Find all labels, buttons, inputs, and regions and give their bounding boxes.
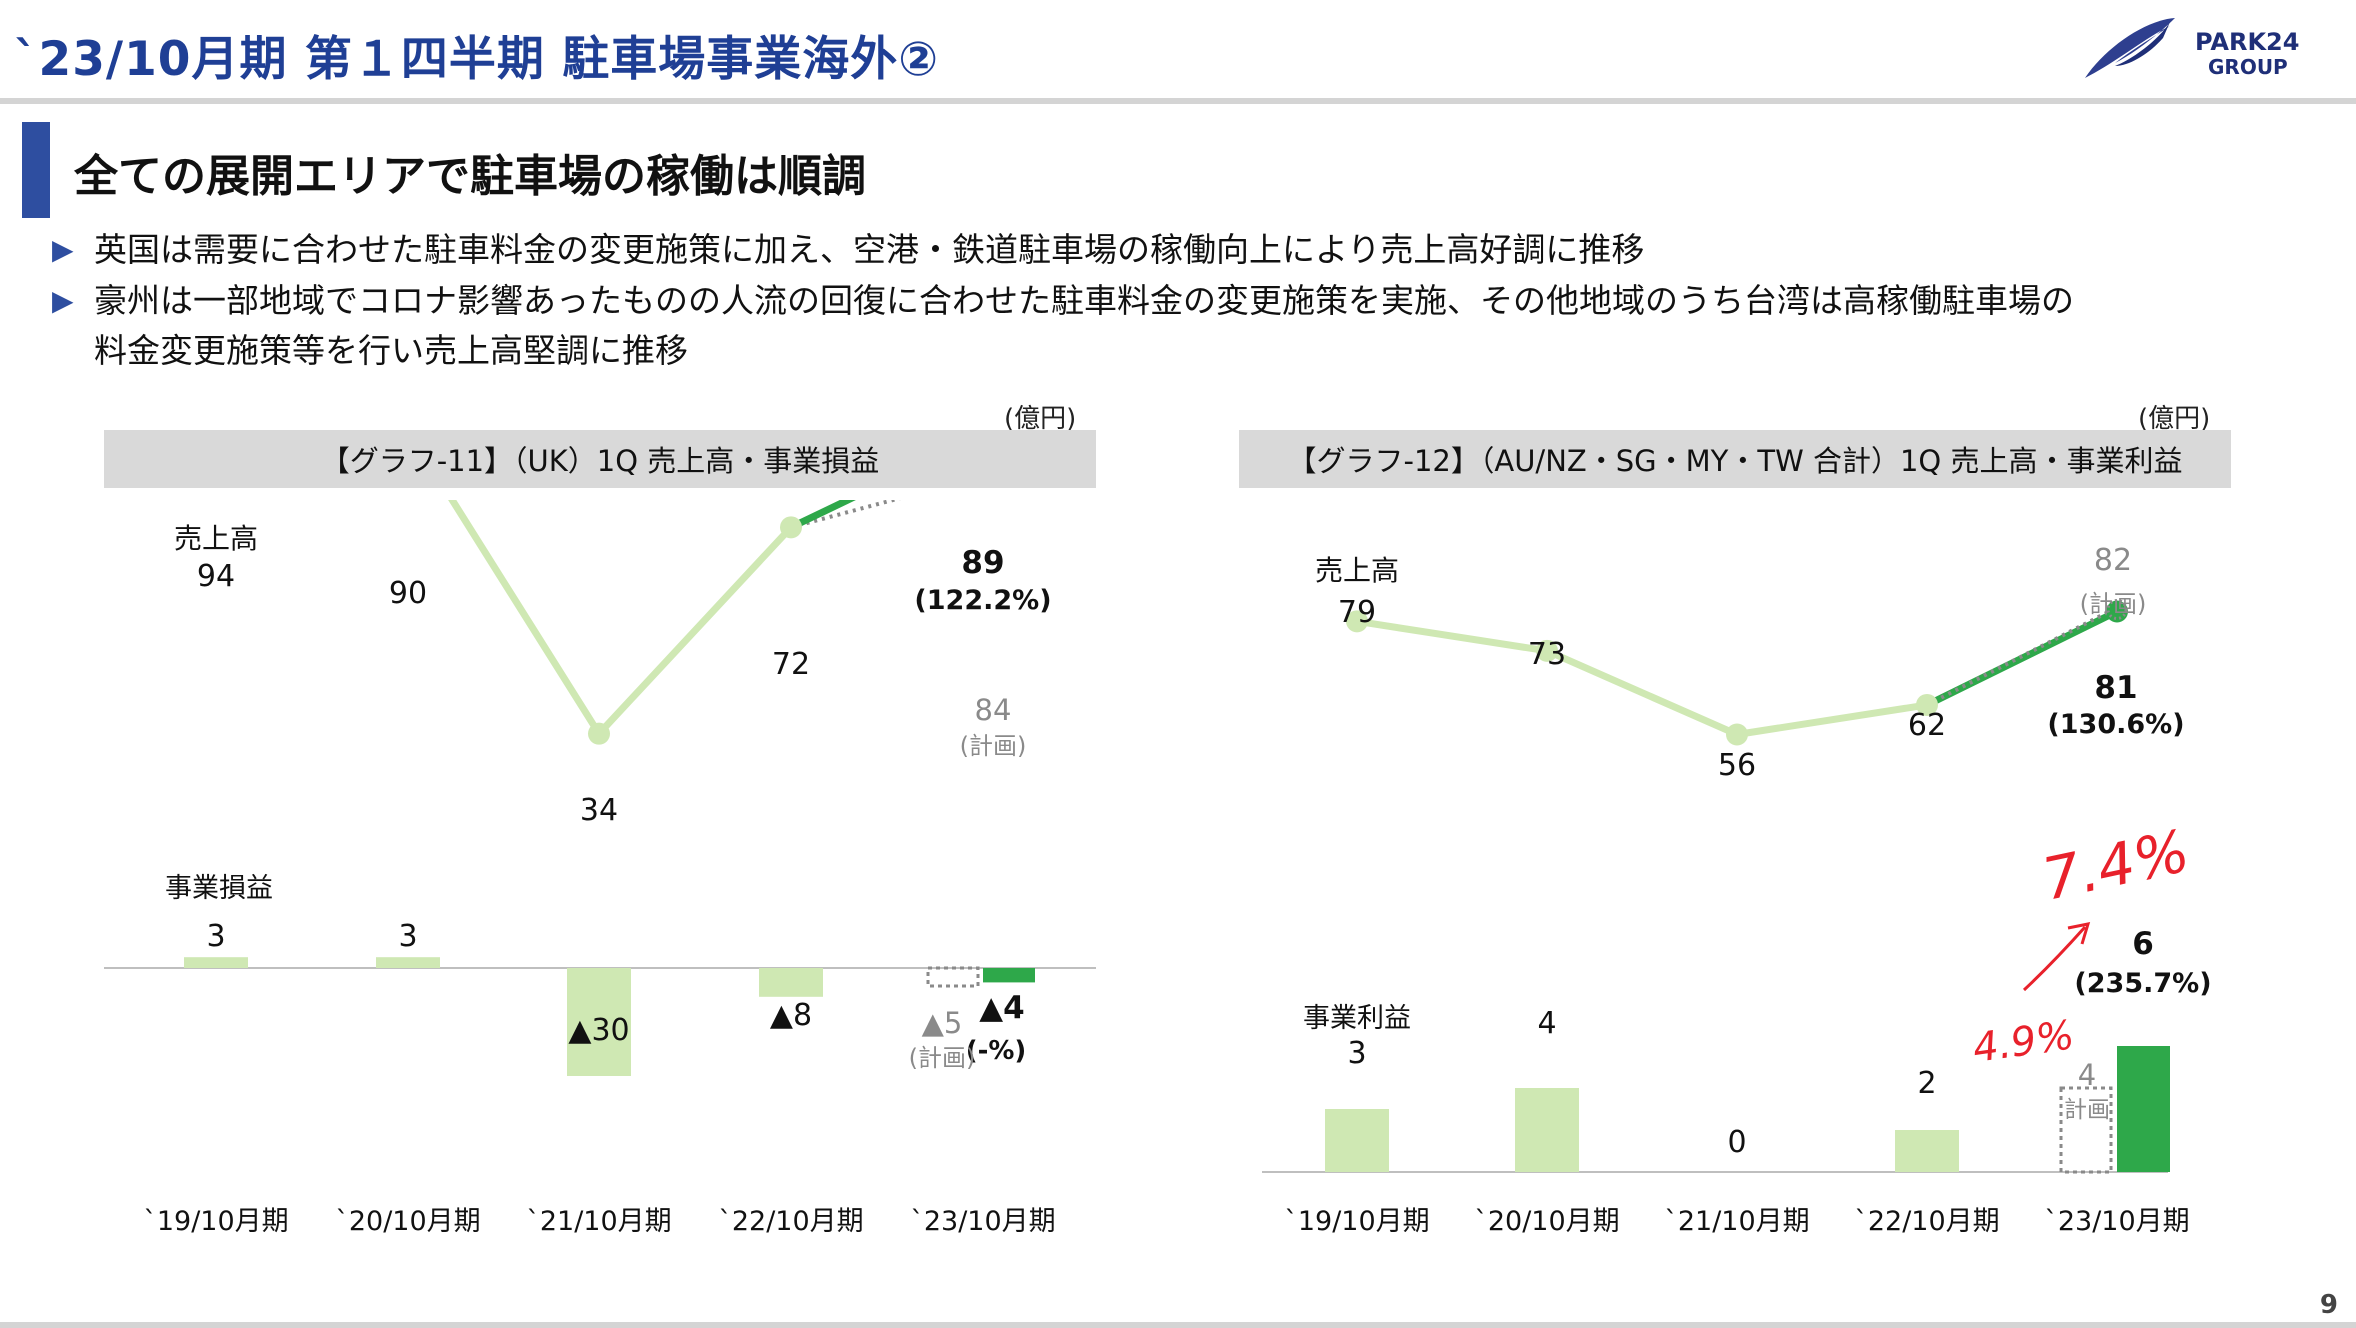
sales-point	[1346, 610, 1368, 633]
profit-value-label: 0	[1727, 1125, 1746, 1160]
page-title: `23/10月期 第１四半期 駐車場事業海外②	[14, 32, 939, 87]
sales-point	[780, 516, 802, 539]
profit-value-label: ▲8	[770, 998, 812, 1033]
bullet-text: 英国は需要に合わせた駐車料金の変更施策に加え、空港・鉄道駐車場の稼働向上により売…	[94, 230, 1645, 269]
bullet-uk: ▶ 英国は需要に合わせた駐車料金の変更施策に加え、空港・鉄道駐車場の稼働向上によ…	[52, 225, 2352, 275]
x-tick-label: `21/10月期	[1664, 1206, 1809, 1237]
profit-value-label-latest: ▲4	[979, 990, 1024, 1026]
profit-series-label: 事業損益	[165, 873, 273, 904]
sales-plan-value: 82	[2094, 543, 2132, 578]
profit-bar	[567, 968, 631, 1076]
sales-value-label-latest: 81	[2094, 670, 2137, 706]
sales-value-label: 72	[772, 647, 810, 682]
chart-aunz: `19/10月期 `20/10月期 `21/10月期 `22/10月期 `23/10月期…	[1262, 543, 2212, 1237]
profit-plan-value: 4	[2078, 1058, 2096, 1092]
x-tick-label: `23/10月期	[2044, 1206, 2189, 1237]
sales-latest-line	[789, 500, 856, 531]
sales-ratio-label: (122.2%)	[914, 585, 1051, 616]
x-tick-label: `20/10月期	[335, 1206, 480, 1237]
profit-bar	[1325, 1109, 1389, 1172]
header-divider	[0, 98, 2356, 104]
profit-plan-label: 計画	[2064, 1097, 2110, 1123]
section-subtitle: 全ての展開エリアで駐車場の稼働は順調	[74, 151, 866, 202]
logo-text-line2: GROUP	[2208, 55, 2288, 79]
profit-ratio-label: (-%)	[966, 1036, 1027, 1066]
profit-series-label: 事業利益	[1303, 1003, 1411, 1034]
sales-point-latest	[2106, 600, 2128, 623]
sales-series-label: 売上高	[1315, 554, 1399, 587]
chart1-unit: (億円)	[1004, 404, 1077, 434]
logo-text-line1: PARK24	[2195, 28, 2299, 56]
sales-ratio-label: (130.6%)	[2047, 709, 2184, 740]
bullet-arrow-icon: ▶	[52, 284, 74, 317]
profit-plan-label: (計画)	[909, 1044, 976, 1072]
sales-value-label: 90	[389, 576, 427, 611]
sales-line	[1356, 617, 1928, 738]
handwritten-margin-latest: 7.4%	[2037, 817, 2195, 914]
sales-value-label: 62	[1908, 708, 1946, 743]
sales-value-label: 34	[580, 793, 618, 828]
handwritten-arrowhead-icon	[2067, 922, 2091, 945]
sales-value-label-latest: 89	[961, 545, 1004, 581]
bullet-au: ▶ 豪州は一部地域でコロナ影響あったものの人流の回復に合わせた駐車料金の変更施策…	[52, 276, 2352, 376]
x-tick-label: `22/10月期	[718, 1206, 863, 1237]
sales-value-label: 94	[197, 559, 235, 594]
profit-value-label: 3	[398, 919, 417, 954]
sales-plan-label: (計画)	[2080, 590, 2147, 618]
profit-bar	[759, 968, 823, 997]
x-tick-label: `19/10月期	[143, 1206, 288, 1237]
profit-bar	[376, 957, 440, 968]
bullet-text-line2: 料金変更施策等を行い売上高堅調に推移	[94, 331, 688, 370]
sales-plan-point	[2106, 598, 2128, 620]
handwritten-arrow-icon	[2022, 926, 2087, 992]
profit-ratio-label: (235.7%)	[2074, 968, 2211, 999]
profit-bar	[184, 957, 248, 968]
profit-plan-bar	[926, 966, 980, 988]
sales-point	[588, 722, 610, 745]
profit-bar	[2117, 1046, 2170, 1172]
sales-plan-value: 84	[975, 693, 1012, 727]
sales-point	[1536, 639, 1558, 662]
chart1-title: 【グラフ-11】（UK）1Q 売上高・事業損益	[104, 430, 1096, 488]
x-tick-label: `20/10月期	[1474, 1206, 1619, 1237]
sales-point	[1726, 723, 1748, 746]
profit-plan-bar	[2059, 1086, 2113, 1174]
sales-value-label: 56	[1718, 748, 1756, 783]
sales-value-label: 79	[1338, 595, 1376, 630]
x-tick-label: `19/10月期	[1284, 1206, 1429, 1237]
chart-uk: `19/10月期 `20/10月期 `21/10月期 `22/10月期 `23/10月期…	[104, 500, 1096, 1237]
chart2-unit: (億円)	[2138, 404, 2211, 434]
sales-point	[1916, 693, 1938, 716]
sales-series-label: 売上高	[174, 522, 258, 555]
x-tick-label: `23/10月期	[910, 1206, 1055, 1237]
profit-bar	[983, 968, 1035, 983]
profit-value-label-latest: 6	[2132, 926, 2154, 962]
profit-plan-value: ▲5	[922, 1006, 963, 1040]
profit-value-label: 2	[1917, 1066, 1936, 1101]
bullet-arrow-icon: ▶	[52, 233, 74, 266]
bullet-text-line1: 豪州は一部地域でコロナ影響あったものの人流の回復に合わせた駐車料金の変更施策を実…	[94, 281, 2074, 320]
sales-line	[448, 500, 794, 738]
logo-mark-icon: PARK24 GROUP	[2085, 18, 2299, 79]
page-number: 9	[2319, 1290, 2338, 1320]
profit-value-label: 4	[1537, 1006, 1556, 1041]
sales-value-label: 73	[1528, 637, 1566, 672]
sales-plan-line	[790, 500, 901, 530]
profit-value-label: ▲30	[568, 1013, 629, 1048]
profit-bar	[1515, 1088, 1579, 1172]
profit-value-label: 3	[206, 919, 225, 954]
park24-logo: PARK24 GROUP	[2075, 8, 2325, 88]
x-tick-label: `21/10月期	[526, 1206, 671, 1237]
sales-plan-line	[1926, 605, 2118, 707]
chart2-title: 【グラフ-12】（AU/NZ・SG・MY・TW 合計）1Q 売上高・事業利益	[1239, 430, 2231, 488]
sales-plan-label: (計画)	[960, 732, 1027, 760]
x-tick-label: `22/10月期	[1854, 1206, 1999, 1237]
handwritten-margin-plan: 4.9%	[1970, 1012, 2077, 1072]
profit-value-label: 3	[1347, 1036, 1366, 1071]
profit-bar	[1895, 1130, 1959, 1172]
section-accent-bar	[22, 122, 50, 218]
footer-divider	[0, 1322, 2356, 1328]
